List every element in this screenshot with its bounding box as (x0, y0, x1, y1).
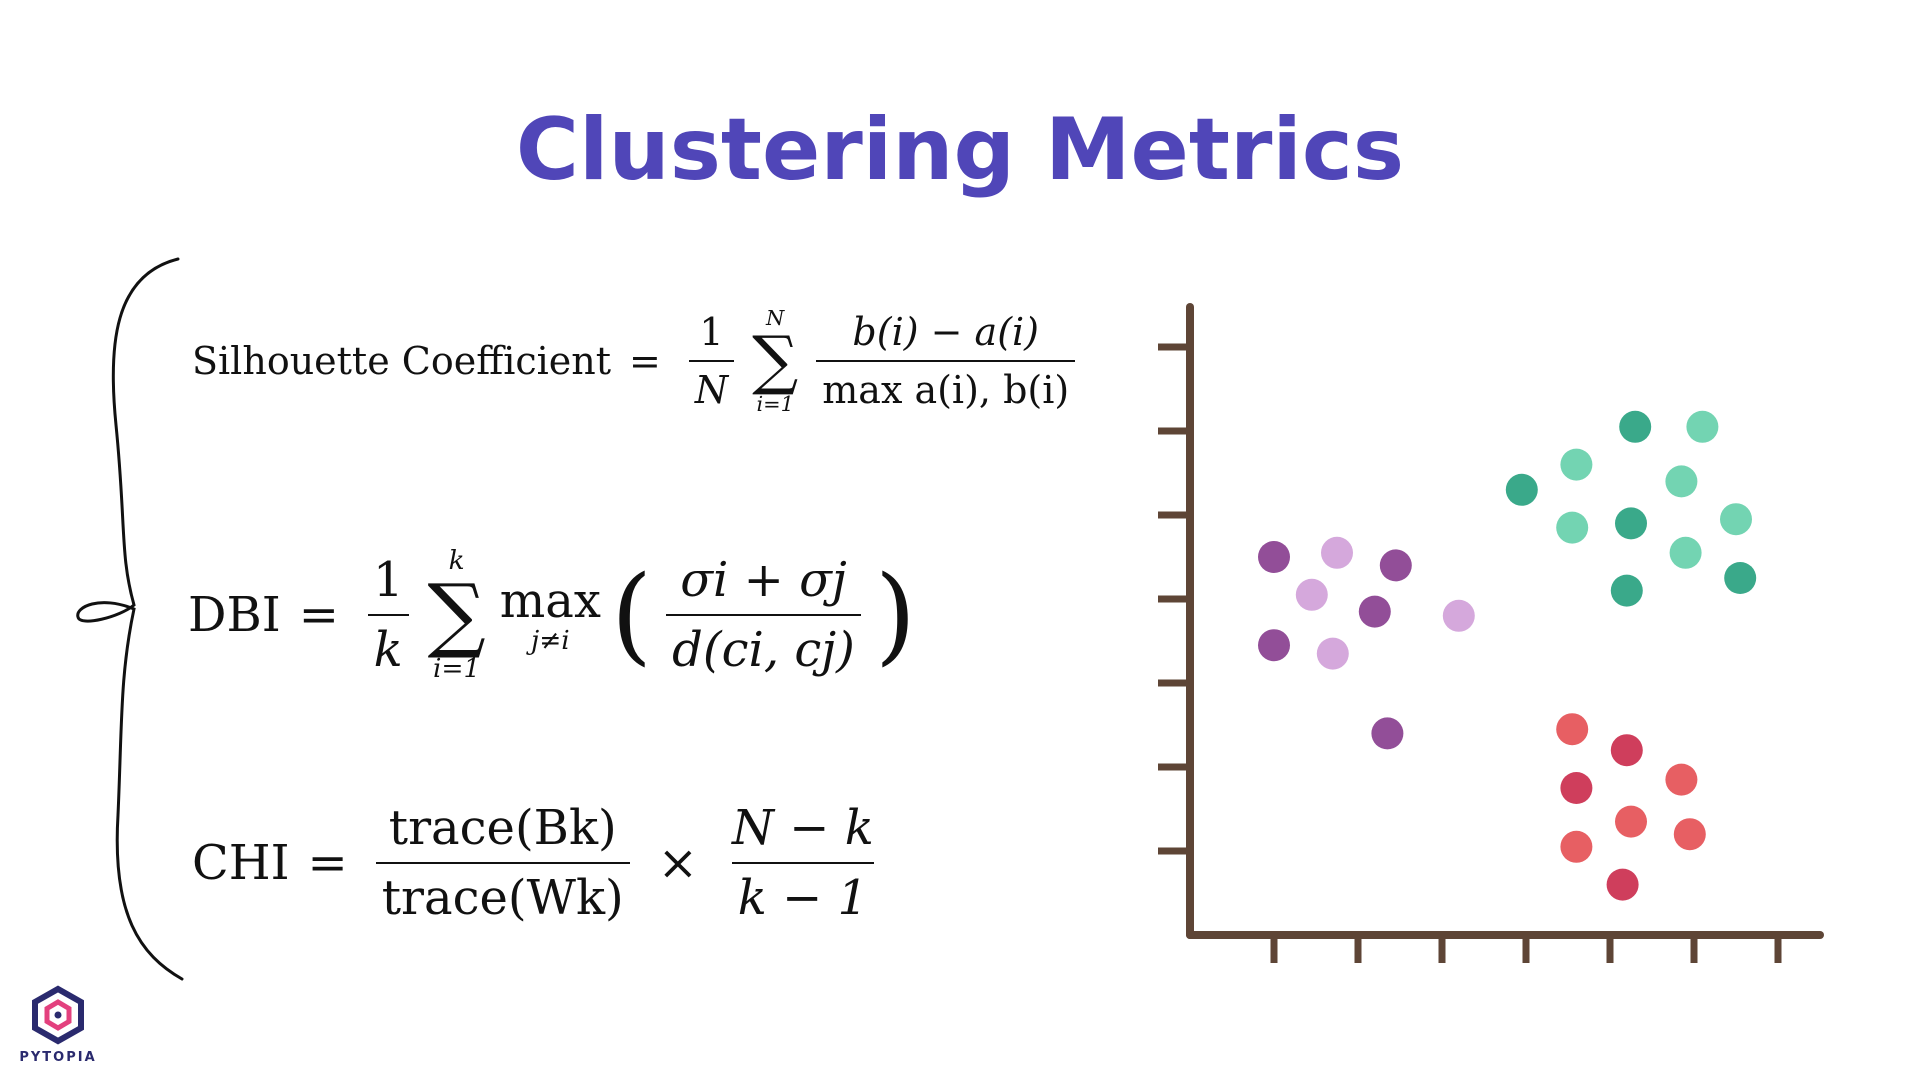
pytopia-logo: PYTOPIA (18, 985, 98, 1065)
purple-cluster-point (1442, 599, 1475, 632)
red-cluster-point (1560, 772, 1593, 804)
main-denominator: max a(i), b(i) (816, 360, 1076, 412)
logo-text: PYTOPIA (19, 1050, 97, 1065)
silhouette-formula: Silhouette Coefficient = 1 N N ∑ i=1 b(i… (192, 308, 1085, 414)
coefficient-fraction: 1 k (367, 552, 410, 678)
chi-formula: CHI = trace(Bk) trace(Wk) × N − k k − 1 (192, 800, 890, 926)
teal-cluster-point (1560, 448, 1593, 481)
summation-lower: i=1 (432, 653, 481, 684)
teal-cluster-point (1669, 536, 1702, 569)
equals-sign: = (307, 835, 348, 891)
main-numerator: b(i) − a(i) (852, 310, 1040, 355)
teal-cluster-point (1686, 410, 1719, 443)
right-paren: ) (874, 553, 917, 677)
main-fraction: b(i) − a(i) max a(i), b(i) (816, 310, 1076, 412)
max-operator: max j≠i (500, 576, 601, 654)
max-lower: j≠i (530, 624, 570, 656)
trace-fraction: trace(Bk) trace(Wk) (375, 800, 630, 926)
max-label: max (499, 573, 601, 630)
teal-cluster-point (1665, 465, 1698, 498)
red-cluster-point (1610, 734, 1643, 767)
red-cluster-point (1665, 763, 1698, 796)
trace-numerator: trace(Bk) (388, 800, 617, 856)
summation-symbol: ∑ (427, 567, 486, 663)
coefficient-denominator: k (367, 614, 409, 678)
purple-cluster-point (1358, 595, 1391, 628)
red-cluster-point (1615, 805, 1647, 838)
times-sign: × (657, 835, 698, 891)
red-cluster-point (1606, 868, 1639, 901)
trace-denominator: trace(Wk) (375, 862, 630, 926)
summation: N ∑ i=1 (752, 308, 798, 414)
teal-cluster-point (1619, 410, 1652, 443)
chi-lhs: CHI (192, 835, 290, 891)
red-cluster-point (1560, 830, 1593, 863)
purple-cluster-point (1321, 536, 1353, 569)
purple-cluster-point (1379, 549, 1412, 582)
red-cluster-point (1556, 713, 1589, 746)
coefficient-fraction: 1 N (688, 310, 735, 412)
summation: k ∑ i=1 (427, 545, 486, 684)
teal-cluster-point (1720, 503, 1752, 536)
coefficient-denominator: N (688, 360, 735, 412)
page-title: Clustering Metrics (515, 100, 1405, 200)
purple-cluster-point (1258, 541, 1290, 573)
summation-upper: k (448, 545, 465, 576)
teal-cluster-point (1610, 574, 1643, 607)
teal-cluster-point (1615, 507, 1647, 540)
summation-lower: i=1 (756, 391, 794, 416)
purple-cluster-point (1258, 629, 1290, 662)
hexagon-logo-icon (32, 985, 84, 1045)
cluster-scatter-plot (1158, 303, 1824, 963)
silhouette-lhs: Silhouette Coefficient (192, 339, 612, 384)
dbi-lhs: DBI (188, 587, 281, 644)
ratio-fraction: N − k k − 1 (726, 800, 880, 926)
purple-cluster-point (1316, 637, 1349, 670)
red-cluster-point (1673, 818, 1706, 851)
coefficient-numerator: 1 (699, 310, 724, 355)
main-fraction: σi + σj d(ci, cj) (666, 552, 861, 678)
main-denominator: d(ci, cj) (666, 614, 861, 678)
teal-cluster-point (1505, 473, 1538, 506)
ratio-numerator: N − k (732, 800, 874, 856)
equals-sign: = (298, 587, 339, 644)
left-paren: ( (610, 553, 653, 677)
curly-brace (76, 257, 184, 981)
summation-symbol: ∑ (752, 322, 799, 398)
teal-cluster-point (1556, 511, 1589, 544)
ratio-denominator: k − 1 (731, 862, 875, 926)
purple-cluster-point (1295, 578, 1328, 611)
equals-sign: = (629, 339, 661, 384)
main-numerator: σi + σj (680, 552, 847, 609)
dbi-formula: DBI = 1 k k ∑ i=1 max j≠i ( σi + σj d(ci… (188, 545, 920, 684)
coefficient-numerator: 1 (372, 552, 404, 609)
teal-cluster-point (1724, 562, 1757, 594)
purple-cluster-point (1371, 717, 1404, 750)
summation-upper: N (766, 306, 785, 330)
